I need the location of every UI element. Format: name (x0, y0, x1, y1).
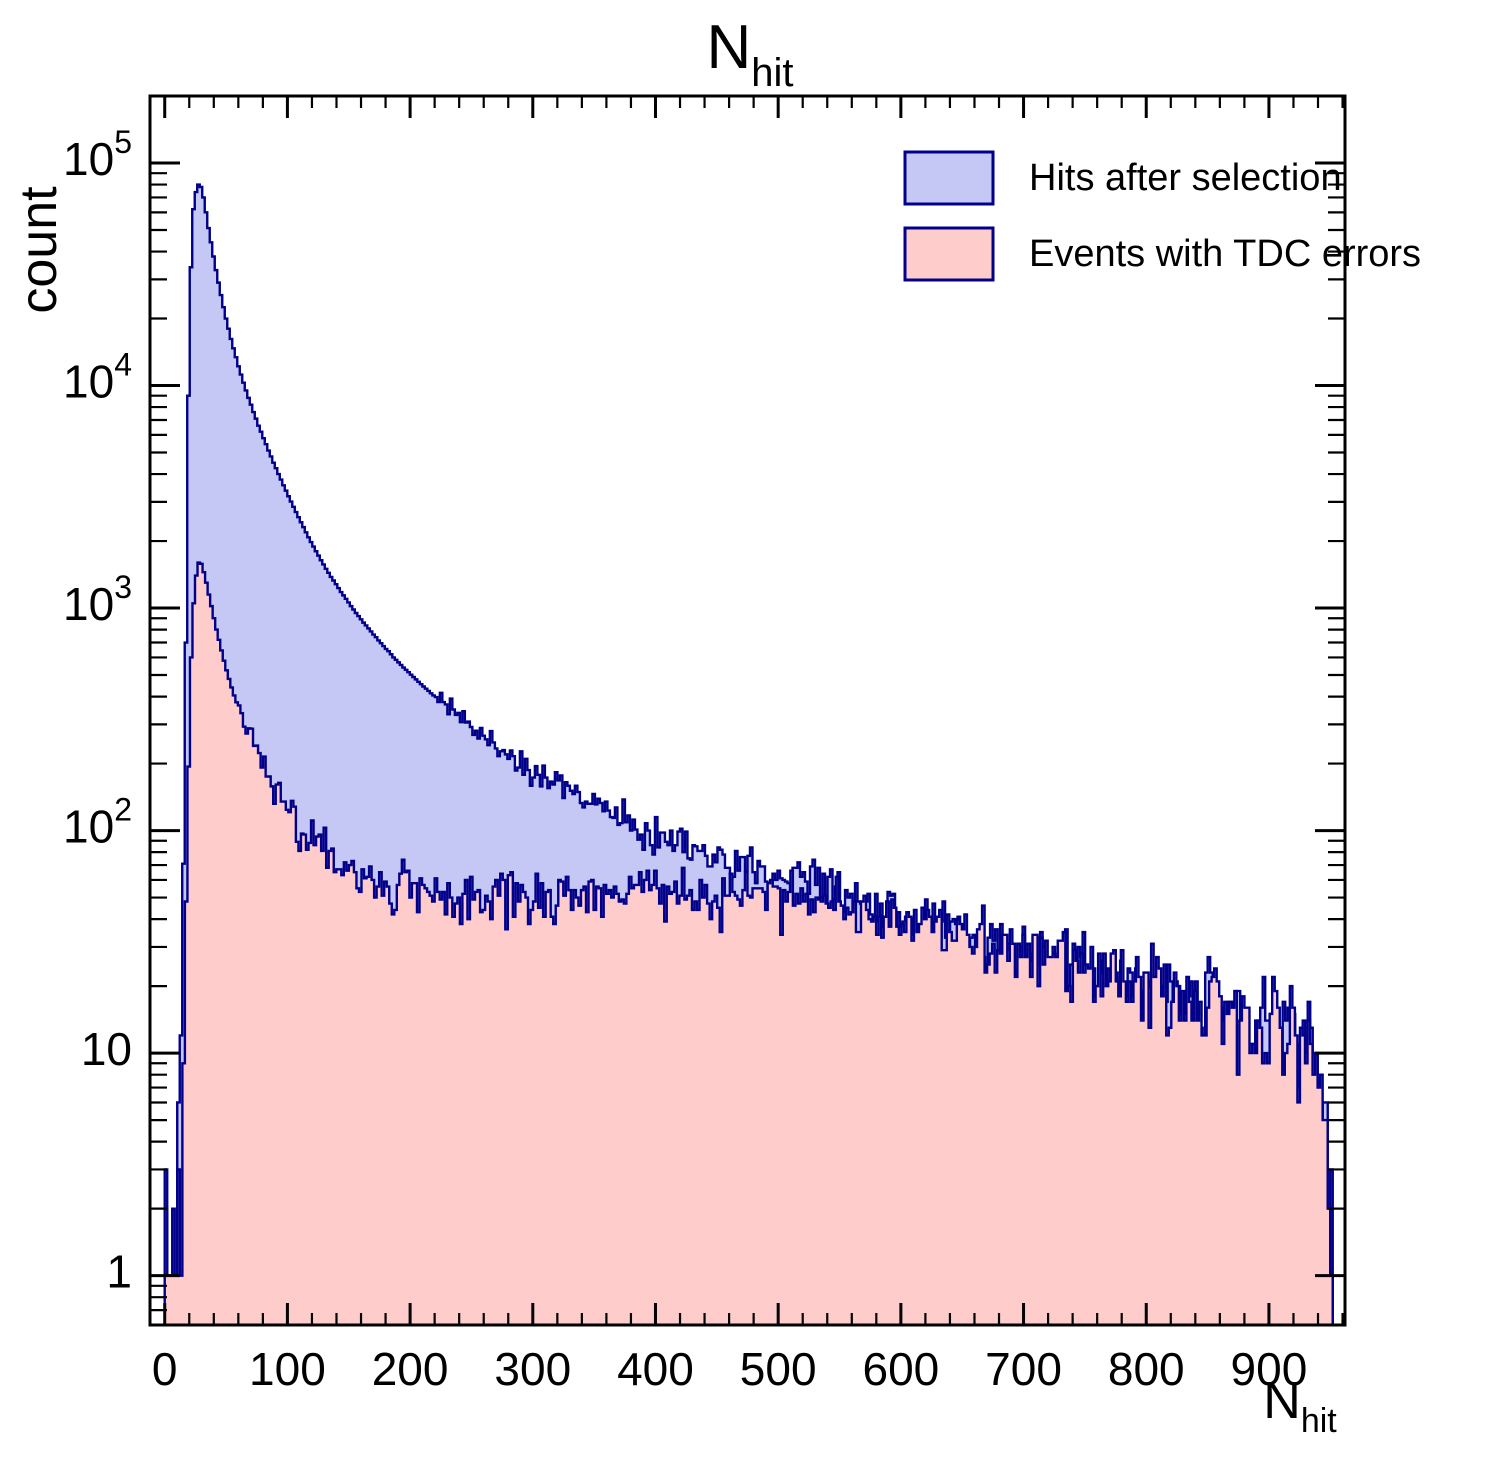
y-tick-label: 102 (63, 792, 132, 853)
plot-title-base: N (706, 13, 751, 82)
x-tick-label: 200 (372, 1343, 449, 1395)
plot-frame (148, 94, 1347, 1327)
x-tick-label: 800 (1108, 1343, 1185, 1395)
histogram-series-layer (163, 183, 1334, 1325)
y-tick-label: 1 (106, 1246, 132, 1298)
plot-title-subscript: hit (751, 51, 793, 95)
x-axis-title-subscript: hit (1301, 1402, 1337, 1440)
x-tick-label: 0 (152, 1343, 178, 1395)
x-tick-label: 100 (249, 1343, 326, 1395)
legend[interactable]: Hits after selection Events with TDC erro… (903, 150, 1421, 282)
x-tick-label: 900 (1231, 1343, 1308, 1395)
x-axis-title: Nhit (1263, 1372, 1337, 1440)
y-tick-label: 103 (63, 569, 132, 630)
legend-label-hits-after-selection: Hits after selection (1029, 157, 1342, 199)
histogram-events-with-tdc-errors (163, 561, 1334, 1325)
y-tick-label: 105 (63, 124, 132, 185)
x-axis-title-base: N (1263, 1372, 1301, 1430)
x-tick-label: 500 (740, 1343, 817, 1395)
plot-title: Nhit (706, 13, 793, 95)
x-tick-label: 700 (985, 1343, 1062, 1395)
x-tick-label: 400 (617, 1343, 694, 1395)
x-tick-label: 300 (494, 1343, 571, 1395)
legend-swatch-hits-after-selection (903, 150, 995, 206)
x-tick-label: 600 (862, 1343, 939, 1395)
y-axis-title-group: count (10, 186, 68, 314)
legend-label-events-with-tdc-errors: Events with TDC errors (1029, 233, 1421, 275)
legend-swatch-events-with-tdc-errors (903, 226, 995, 282)
y-tick-label: 104 (63, 347, 132, 408)
axis-tick-layer: 0 100 200 300 400 500 600 700 800 900 1 10 102 103 104… (63, 96, 1345, 1395)
y-tick-label: 10 (81, 1023, 132, 1075)
y-axis-title: count (10, 186, 68, 314)
